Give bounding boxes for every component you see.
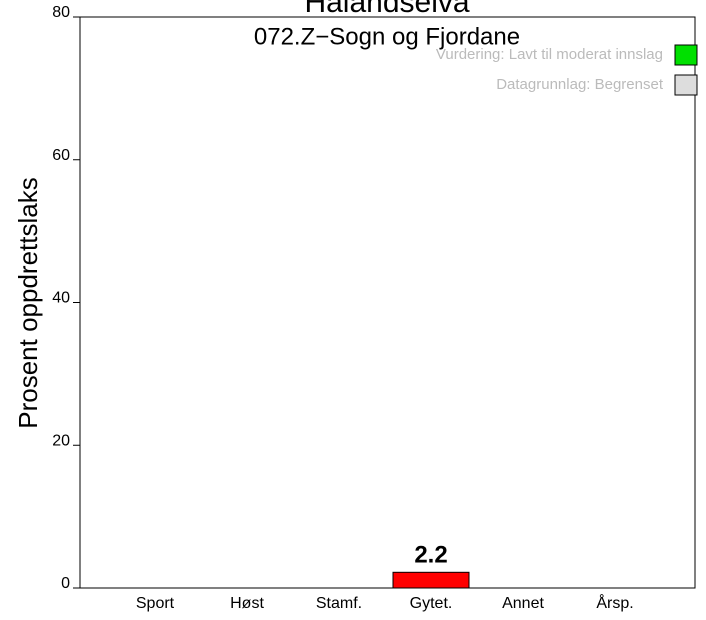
y-tick-label: 80	[52, 4, 70, 21]
legend-swatch	[674, 74, 698, 96]
chart-title: Hålandselva	[304, 0, 469, 19]
x-tick-label: Stamf.	[316, 595, 362, 612]
x-tick-label: Annet	[502, 595, 544, 612]
y-tick-label: 60	[52, 147, 70, 164]
y-tick-label: 0	[61, 575, 70, 592]
chart-subtitle: 072.Z−Sogn og Fjordane	[254, 23, 520, 50]
value-label: 2.2	[414, 542, 447, 569]
legend-swatch	[674, 44, 698, 66]
y-tick-label: 40	[52, 290, 70, 307]
bar	[392, 571, 470, 589]
x-tick-label: Sport	[136, 595, 175, 612]
x-tick-label: Årsp.	[596, 593, 633, 612]
y-axis-label: Prosent oppdrettslaks	[13, 177, 43, 428]
y-tick-label: 20	[52, 432, 70, 449]
x-tick-label: Gytet.	[410, 595, 453, 612]
x-tick-label: Høst	[230, 595, 264, 612]
plot-frame	[79, 16, 696, 589]
legend-label: Vurdering: Lavt til moderat innslag	[436, 46, 663, 63]
legend-label: Datagrunnlag: Begrenset	[496, 76, 664, 93]
